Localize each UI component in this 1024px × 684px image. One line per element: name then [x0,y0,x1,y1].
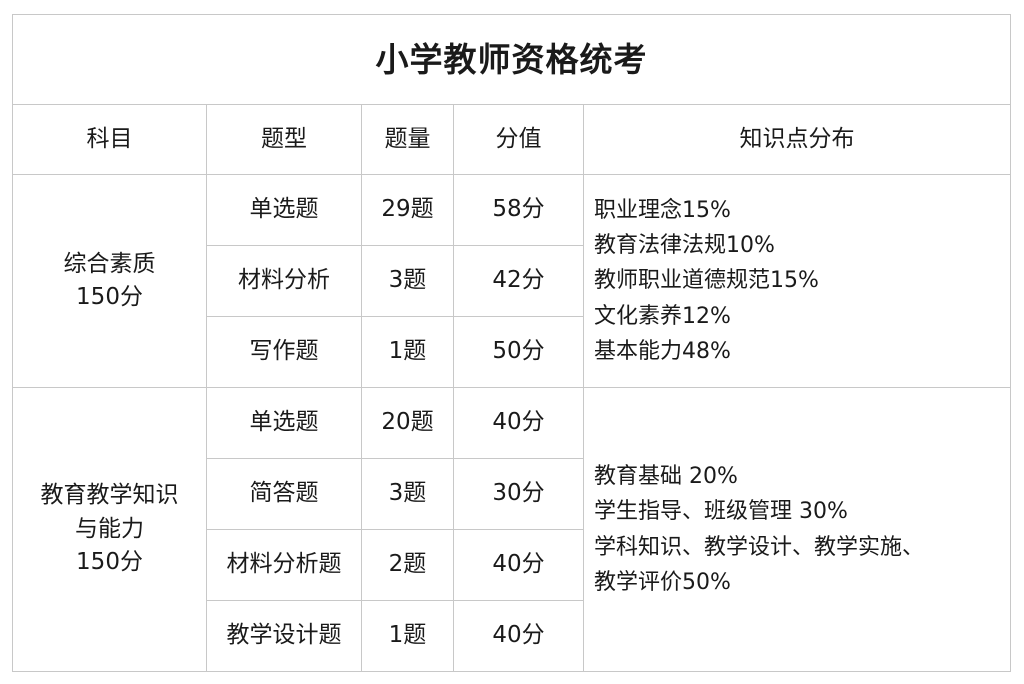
knowledge-item: 学科知识、教学设计、教学实施、 [594,534,925,560]
score-cell: 40分 [453,387,584,459]
count-cell: 1题 [361,600,454,672]
knowledge-item: 教育基础 20% [594,464,738,490]
type-cell: 单选题 [206,387,362,459]
header-knowledge: 知识点分布 [582,104,1012,175]
header-row: 科目 题型 题量 分值 知识点分布 [12,104,1012,175]
knowledge-item: 学生指导、班级管理 30% [594,499,848,525]
knowledge-cell: 职业理念15% 教育法律法规10% 教师职业道德规范15% 文化素养12% 基本… [582,174,1012,388]
type-cell: 写作题 [206,316,362,388]
table-row: 材料分析题 2题 40分 [13,529,1011,601]
knowledge-item: 教育法律法规10% [594,233,775,259]
score-cell: 40分 [453,600,584,672]
count-cell: 20题 [361,387,454,459]
table-title: 小学教师资格统考 [11,14,1012,105]
count-cell: 1题 [361,316,454,388]
subject-name: 教育教学知识 [40,482,179,509]
knowledge-item: 文化素养12% [594,303,731,329]
score-cell: 42分 [453,245,584,317]
count-cell: 3题 [361,458,454,530]
score-cell: 40分 [453,529,584,601]
subject-name: 综合素质 [63,250,156,277]
knowledge-item: 基本能力48% [594,338,731,364]
header-type: 题型 [206,104,362,175]
type-cell: 简答题 [206,458,362,530]
subject-cell: 教育教学知识 与能力 150分 [12,387,207,672]
score-cell: 30分 [453,458,584,530]
exam-table: 小学教师资格统考 科目 题型 题量 分值 知识点分布 综合素质 150分 单选题… [11,14,1012,672]
header-count: 题量 [361,104,454,175]
knowledge-item: 教师职业道德规范15% [594,268,819,294]
table-row: 综合素质 150分 单选题 29题 58分 职业理念15% 教育法律法规10% … [12,174,1012,388]
count-cell: 29题 [361,174,454,246]
type-cell: 单选题 [206,174,362,246]
header-score: 分值 [453,104,584,175]
subject-cell: 综合素质 150分 [12,174,207,388]
count-cell: 3题 [361,245,454,317]
header-subject: 科目 [12,104,207,175]
type-cell: 材料分析 [206,245,362,317]
knowledge-item: 教学评价50% [594,569,731,595]
count-cell: 2题 [361,529,454,601]
score-cell: 58分 [453,174,584,246]
knowledge-item: 职业理念15% [594,198,731,224]
score-cell: 50分 [453,316,584,388]
table-row: 教学设计题 1题 40分 [13,600,1011,672]
knowledge-cell: 教育基础 20% 学生指导、班级管理 30% 学科知识、教学设计、教学实施、 教… [582,387,1012,672]
subject-name: 与能力 [75,515,144,542]
subject-total: 150分 [76,549,143,576]
table-row: 材料分析 3题 42分 [13,245,1011,317]
type-cell: 材料分析题 [206,529,362,601]
subject-total: 150分 [76,284,143,310]
type-cell: 教学设计题 [206,600,362,672]
table-row: 教育教学知识 与能力 150分 单选题 20题 40分 教育基础 20% 学生指… [12,387,1012,672]
